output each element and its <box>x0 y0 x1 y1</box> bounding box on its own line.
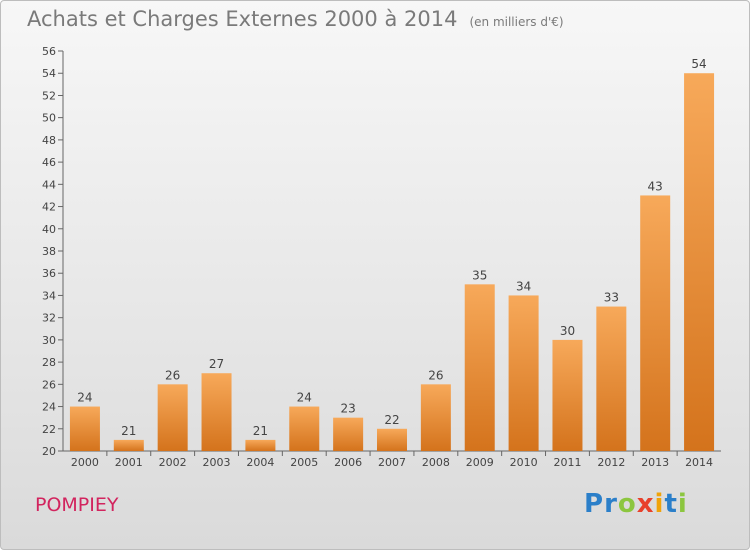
bar <box>69 406 100 451</box>
data-label: 35 <box>472 268 487 282</box>
logo-letter: i <box>654 489 665 519</box>
y-tick-label: 40 <box>42 223 56 236</box>
x-tick-label: 2002 <box>159 456 187 469</box>
bar-chart: 20 22 24 26 28 30 32 34 36 38 40 42 44 46 48 50 52 54 56 20… <box>42 45 721 469</box>
data-label: 30 <box>560 324 575 338</box>
data-label: 26 <box>165 368 180 382</box>
logo-letter: t <box>664 489 678 519</box>
y-tick-label: 42 <box>42 201 56 214</box>
y-tick-label: 50 <box>42 112 56 125</box>
y-tick-label: 26 <box>42 378 56 391</box>
data-label: 33 <box>604 291 619 305</box>
data-label: 43 <box>648 179 663 193</box>
bar <box>552 339 583 451</box>
data-label: 34 <box>516 279 531 293</box>
bar <box>640 195 671 451</box>
logo-letter: r <box>604 489 618 519</box>
x-tick-label: 2007 <box>378 456 406 469</box>
data-label: 24 <box>297 391 312 405</box>
data-label: 26 <box>428 368 443 382</box>
y-tick-label: 22 <box>42 423 56 436</box>
y-tick-label: 44 <box>42 178 56 191</box>
x-tick-label: 2005 <box>290 456 318 469</box>
x-tick-label: 2003 <box>203 456 231 469</box>
logo-letter: o <box>617 489 637 519</box>
y-tick-label: 38 <box>42 245 56 258</box>
logo-letter: x <box>636 489 655 519</box>
data-label: 21 <box>253 424 268 438</box>
x-tick-label: 2012 <box>597 456 625 469</box>
x-tick-label: 2006 <box>334 456 362 469</box>
bars: 24 21 26 27 21 24 23 22 26 35 34 30 33 43 54 <box>69 57 715 451</box>
bar <box>420 384 451 451</box>
bar <box>464 284 495 451</box>
y-tick-label: 54 <box>42 67 56 80</box>
y-tick-label: 28 <box>42 356 56 369</box>
y-tick-label: 32 <box>42 312 56 325</box>
logo-letter: P <box>584 489 605 519</box>
unit-label: (en milliers d'€) <box>469 15 564 29</box>
y-tick-label: 24 <box>42 401 56 414</box>
y-tick-label: 34 <box>42 289 56 302</box>
x-tick-label: 2004 <box>246 456 274 469</box>
axes: 20 22 24 26 28 30 32 34 36 38 40 42 44 46 48 50 52 54 56 20… <box>42 45 721 469</box>
title-text: Achats et Charges Externes 2000 à 2014 <box>27 7 458 31</box>
y-tick-label: 30 <box>42 334 56 347</box>
data-label: 23 <box>340 402 355 416</box>
bar <box>201 373 232 451</box>
data-label: 27 <box>209 357 224 371</box>
x-tick-label: 2001 <box>115 456 143 469</box>
bar <box>245 439 276 451</box>
bar <box>113 439 144 451</box>
y-tick-label: 52 <box>42 89 56 102</box>
x-tick-label: 2011 <box>553 456 581 469</box>
y-tick-label: 20 <box>42 445 56 458</box>
bar <box>333 417 364 451</box>
bar <box>684 73 715 451</box>
x-tick-label: 2013 <box>641 456 669 469</box>
bar <box>289 406 320 451</box>
x-tick-label: 2000 <box>71 456 99 469</box>
data-label: 24 <box>77 391 92 405</box>
proxiti-logo: Proxiti <box>584 489 688 519</box>
x-tick-label: 2010 <box>510 456 538 469</box>
x-tick-label: 2009 <box>466 456 494 469</box>
y-tick-label: 46 <box>42 156 56 169</box>
x-tick-label: 2008 <box>422 456 450 469</box>
bar <box>377 428 407 451</box>
y-tick-label: 36 <box>42 267 56 280</box>
y-tick-label: 56 <box>42 45 56 58</box>
commune-name: POMPIEY <box>35 494 119 516</box>
bar <box>596 306 627 451</box>
logo-letter: i <box>677 489 688 519</box>
y-tick-label: 48 <box>42 134 56 147</box>
bar <box>157 384 188 451</box>
x-tick-label: 2014 <box>685 456 713 469</box>
data-label: 54 <box>691 57 706 71</box>
data-label: 22 <box>384 413 399 427</box>
data-label: 21 <box>121 424 136 438</box>
chart-title: Achats et Charges Externes 2000 à 2014 (e… <box>27 7 564 31</box>
bar <box>508 295 539 451</box>
